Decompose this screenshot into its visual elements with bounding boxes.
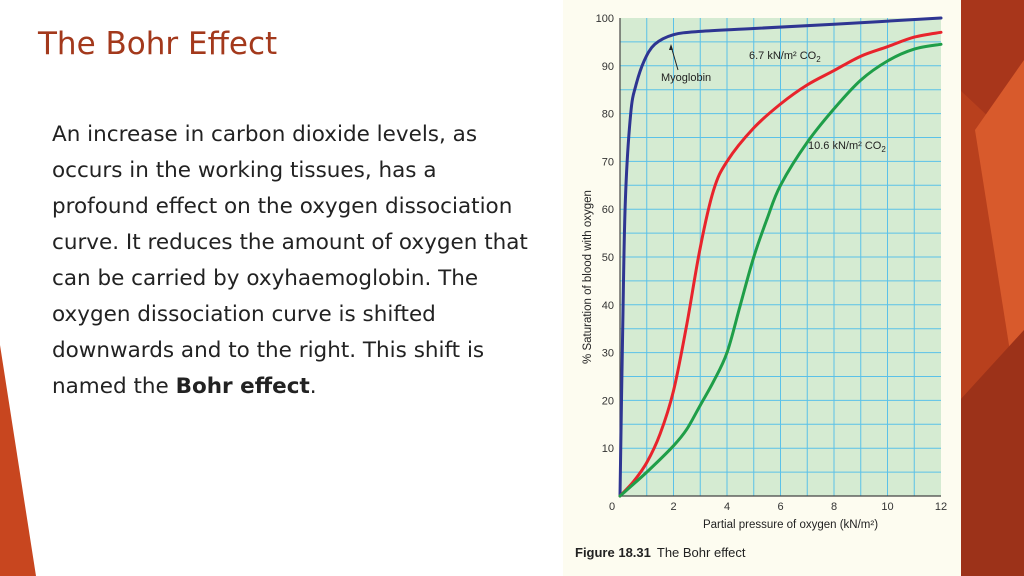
x-tick-label: 12 (935, 501, 947, 513)
myoglobin-pointer-head (669, 44, 673, 50)
figure-caption: Figure 18.31 The Bohr effect (575, 545, 746, 560)
x-tick-label: 0 (609, 501, 615, 513)
x-axis-label: Partial pressure of oxygen (kN/m²) (703, 519, 878, 531)
tick-labels: 10 20 30 40 50 60 70 80 90 100 0 2 4 6 8 10 12 (596, 13, 947, 513)
figure-panel: 10 20 30 40 50 60 70 80 90 100 0 2 4 6 8 10 12 Myoglobin… (563, 0, 961, 576)
x-tick-label: 6 (777, 501, 783, 513)
body-main-text: An increase in carbon dioxide levels, as… (52, 122, 528, 399)
body-bold-term: Bohr effect (175, 374, 310, 399)
body-paragraph: An increase in carbon dioxide levels, as… (52, 117, 532, 405)
curves (618, 16, 943, 498)
right-accent-lower (960, 330, 1024, 576)
x-tick-label: 10 (881, 501, 893, 513)
slide-title: The Bohr Effect (38, 26, 278, 62)
myoglobin-curve (618, 16, 943, 498)
oxygen-dissociation-chart: 10 20 30 40 50 60 70 80 90 100 0 2 4 6 8 10 12 Myoglobin… (582, 13, 947, 531)
annotation-high-co2: 10.6 kN/m² CO2 (808, 140, 886, 154)
y-tick-label: 60 (602, 204, 614, 216)
y-tick-label: 80 (602, 109, 614, 121)
curve-annotations: Myoglobin 6.7 kN/m² CO2 10.6 kN/m² CO2 (661, 44, 886, 154)
y-tick-label: 50 (602, 252, 614, 264)
x-tick-label: 8 (831, 501, 837, 513)
y-axis-label: % Saturation of blood with oxygen (582, 190, 594, 364)
y-tick-label: 40 (602, 300, 614, 312)
y-tick-label: 100 (596, 13, 614, 25)
low-co2-curve (618, 30, 943, 498)
y-tick-label: 10 (602, 443, 614, 455)
y-tick-label: 30 (602, 348, 614, 360)
annotation-low-co2: 6.7 kN/m² CO2 (749, 50, 821, 64)
annotation-myoglobin: Myoglobin (661, 72, 711, 84)
y-tick-label: 90 (602, 61, 614, 73)
x-tick-label: 4 (724, 501, 730, 513)
high-co2-curve (618, 42, 943, 498)
figure-number: Figure 18.31 (575, 545, 651, 560)
left-accent-shape (0, 345, 36, 576)
body-end-text: . (309, 374, 317, 399)
y-tick-label: 20 (602, 395, 614, 407)
figure-caption-text: The Bohr effect (656, 545, 746, 560)
grid-lines (620, 18, 941, 496)
y-tick-label: 70 (602, 156, 614, 168)
x-tick-label: 2 (670, 501, 676, 513)
